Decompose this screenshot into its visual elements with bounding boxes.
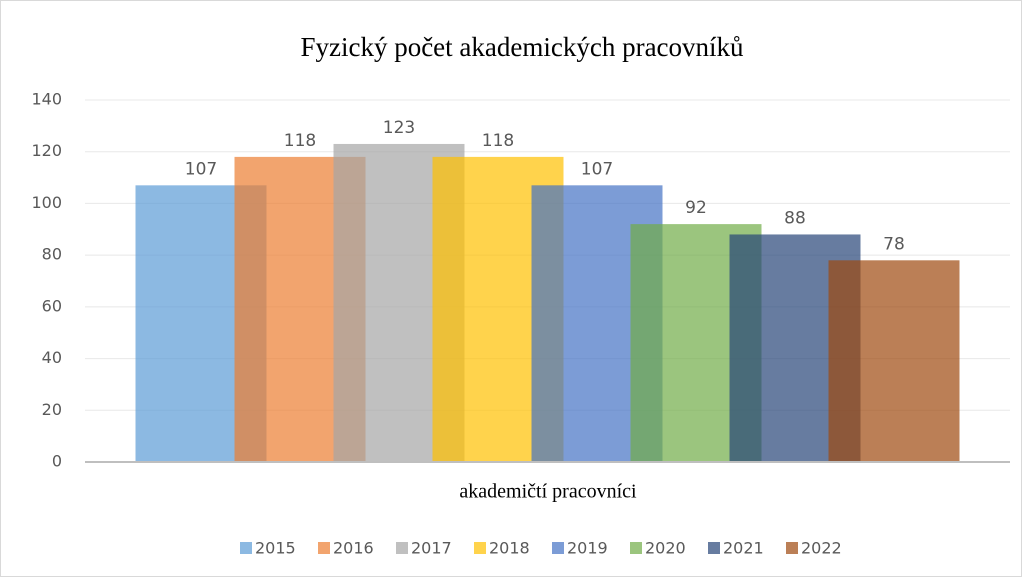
- data-label: 123: [383, 118, 415, 138]
- y-tick-label: 60: [42, 296, 62, 315]
- legend-swatch: [240, 542, 252, 554]
- legend-swatch: [474, 542, 486, 554]
- data-label: 78: [883, 234, 905, 254]
- data-label: 92: [685, 198, 707, 218]
- x-tick-label: akademičtí pracovníci: [459, 481, 637, 503]
- legend-label: 2016: [333, 539, 374, 558]
- legend-label: 2019: [567, 539, 608, 558]
- legend-label: 2018: [489, 539, 530, 558]
- chart-title: Fyzický počet akademických pracovníků: [300, 32, 744, 62]
- y-tick-label: 20: [42, 400, 62, 419]
- data-label: 118: [284, 131, 316, 151]
- y-tick-label: 0: [52, 452, 62, 471]
- legend-swatch: [318, 542, 330, 554]
- legend-label: 2020: [645, 539, 686, 558]
- y-tick-label: 120: [31, 141, 62, 160]
- legend-label: 2022: [801, 539, 842, 558]
- legend-swatch: [708, 542, 720, 554]
- y-tick-label: 100: [31, 193, 62, 212]
- data-label: 118: [482, 131, 514, 151]
- legend-swatch: [396, 542, 408, 554]
- legend-swatch: [630, 542, 642, 554]
- legend-swatch: [786, 542, 798, 554]
- bar: [828, 260, 960, 462]
- data-label: 107: [581, 159, 613, 179]
- legend-swatch: [552, 542, 564, 554]
- data-label: 88: [784, 208, 806, 228]
- data-label: 107: [185, 159, 217, 179]
- y-tick-label: 80: [42, 245, 62, 264]
- y-tick-label: 140: [31, 90, 62, 109]
- legend-label: 2017: [411, 539, 452, 558]
- legend-label: 2015: [255, 539, 296, 558]
- legend-label: 2021: [723, 539, 764, 558]
- y-tick-label: 40: [42, 348, 62, 367]
